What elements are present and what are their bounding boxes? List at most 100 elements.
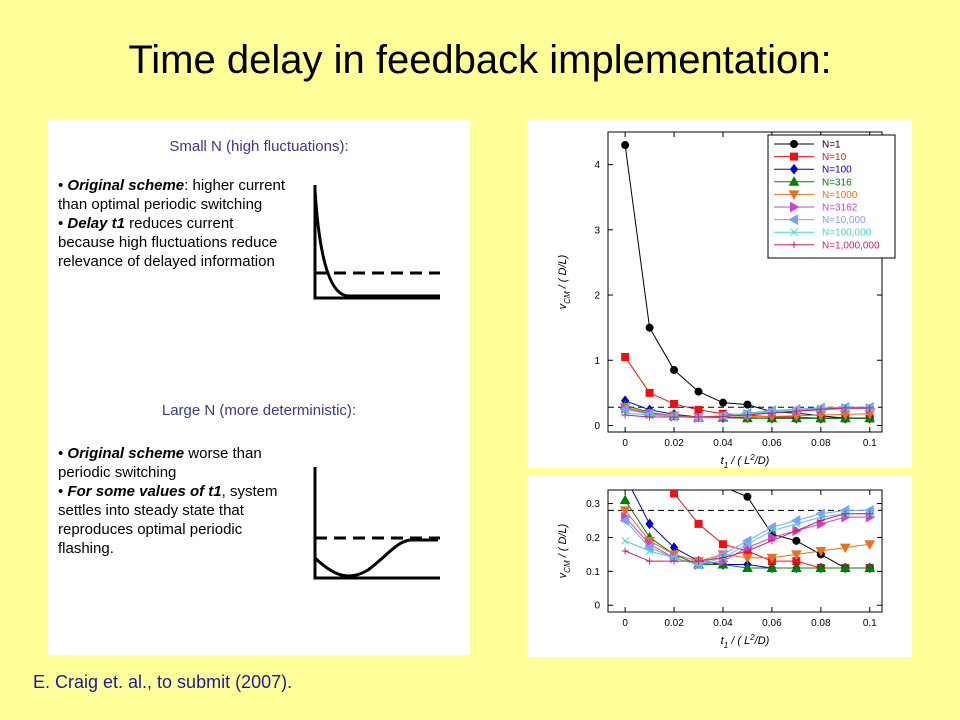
legend-marker — [790, 140, 798, 148]
marker — [743, 492, 752, 501]
legend-label: N=10,000 — [822, 215, 866, 226]
x-tick-label: 0 — [622, 438, 628, 449]
legend-marker — [790, 228, 798, 237]
x-axis-label: t1 / ( L2/D) — [721, 453, 770, 470]
bullet: Delay t1 reduces current because high fl… — [58, 214, 286, 271]
marker — [790, 201, 800, 213]
x-tick-label: 0.1 — [863, 618, 877, 629]
x-tick-label: 0.06 — [762, 618, 782, 629]
marker — [841, 404, 849, 412]
y-tick-label: 0.2 — [586, 533, 600, 544]
marker — [645, 323, 654, 332]
slide-title: Time delay in feedback implementation: — [128, 38, 832, 82]
marker — [621, 411, 629, 419]
marker — [694, 519, 703, 528]
plot-area — [608, 93, 882, 574]
x-tick-label: 0.04 — [713, 438, 733, 449]
bullet: Original scheme: higher current than opt… — [58, 176, 286, 214]
marker — [670, 413, 678, 421]
marker — [743, 400, 752, 409]
legend-label: N=1 — [822, 140, 841, 151]
y-tick-label: 2 — [594, 291, 600, 302]
y-axis-label: vCM / ( D/L) — [557, 254, 572, 309]
marker — [815, 562, 827, 572]
marker — [719, 554, 727, 562]
plot-frame — [607, 131, 883, 433]
marker — [790, 241, 798, 249]
marker — [619, 515, 630, 526]
marker — [792, 407, 800, 415]
marker — [718, 540, 727, 549]
bold-run: Original scheme — [67, 445, 185, 462]
text-run: , system settles into steady state that … — [58, 483, 278, 557]
label-part: /D) — [754, 635, 770, 647]
bold-run: Original scheme — [67, 177, 185, 194]
marker — [742, 562, 753, 572]
label-part: / ( L — [728, 455, 750, 467]
label-part: 2 — [749, 633, 755, 642]
y-tick-label: 4 — [594, 160, 600, 171]
marker — [670, 366, 679, 375]
bold-run: For some values of t1 — [67, 483, 222, 500]
plot-area — [608, 141, 882, 424]
marker — [695, 557, 703, 565]
marker — [790, 140, 798, 148]
legend-label: N=100 — [822, 165, 852, 176]
legend-marker — [788, 176, 800, 186]
marker — [841, 510, 849, 518]
x-tick-label: 0.04 — [713, 618, 733, 629]
y-axis-label: vCM / ( D/L) — [557, 523, 572, 578]
x-tick-label: 0 — [622, 618, 628, 629]
marker — [743, 411, 751, 419]
marker — [645, 388, 654, 397]
label-part: / ( D/L) — [557, 523, 569, 560]
marker — [791, 562, 802, 572]
marker — [670, 490, 679, 498]
marker — [788, 190, 800, 200]
marker — [788, 176, 800, 186]
marker — [621, 536, 629, 545]
sketch-small-n — [313, 185, 440, 300]
legend-label: N=100,000 — [822, 228, 872, 239]
marker — [766, 553, 778, 564]
marker — [792, 520, 801, 528]
marker — [790, 152, 798, 161]
marker — [768, 537, 776, 545]
x-tick-label: 0.02 — [664, 618, 684, 629]
marker — [621, 353, 630, 361]
marker — [619, 494, 631, 505]
x-tick-label: 0.1 — [863, 438, 877, 449]
legend-marker — [789, 163, 799, 175]
label-part: t — [721, 455, 725, 467]
bullet: Original scheme worse than periodic swit… — [58, 444, 286, 482]
marker — [815, 547, 827, 557]
marker — [743, 547, 751, 555]
marker — [743, 540, 752, 549]
legend-marker — [788, 190, 800, 200]
bold-run: Delay t1 — [67, 215, 125, 232]
marker — [864, 540, 876, 550]
legend-label: N=1000 — [822, 190, 858, 201]
marker — [866, 510, 874, 518]
marker — [619, 506, 631, 516]
marker — [768, 526, 776, 535]
text-run: reduces current because high fluctuation… — [58, 215, 278, 270]
label-part: / ( L — [728, 635, 750, 647]
marker — [789, 163, 799, 175]
label-part: 1 — [724, 461, 728, 470]
marker — [646, 93, 653, 100]
marker — [817, 517, 825, 524]
legend-marker — [790, 241, 798, 249]
legend-label: N=1,000,000 — [822, 240, 880, 251]
marker — [645, 518, 654, 530]
text-run: : higher current than optimal periodic s… — [58, 177, 286, 213]
bullet-list: Original scheme: higher current than opt… — [58, 176, 286, 271]
plot-frame — [607, 489, 883, 613]
marker — [790, 228, 798, 237]
marker — [646, 557, 654, 565]
label-part: 1 — [724, 641, 728, 650]
legend-box — [767, 134, 896, 259]
marker — [621, 547, 629, 555]
x-tick-label: 0.02 — [664, 438, 684, 449]
